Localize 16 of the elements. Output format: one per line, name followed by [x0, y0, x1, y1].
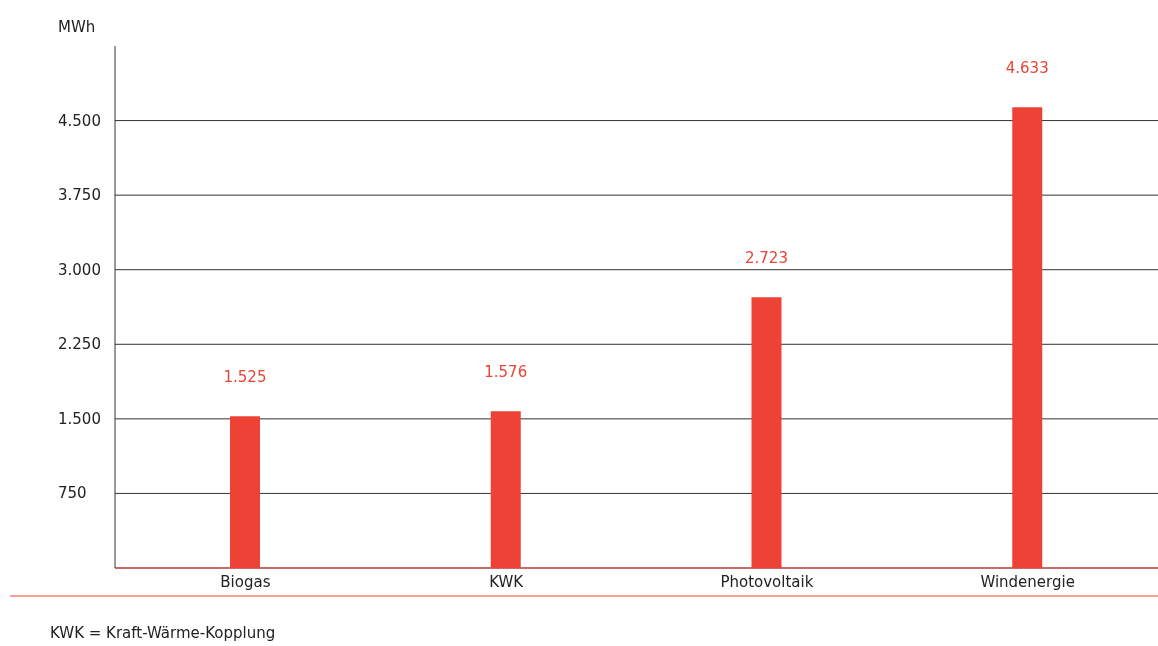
text: KWK = Kraft-Wärme-Kopplung [50, 624, 276, 642]
x-tick-label: Photovoltaik [720, 572, 814, 591]
data-label: 1.525 [223, 368, 267, 387]
y-tick-label: 3.000 [58, 260, 101, 279]
x-tick-label: Biogas [220, 572, 271, 591]
x-tick-label: KWK [489, 572, 525, 591]
y-tick-label: 4.500 [58, 111, 101, 130]
y-axis-title: MWh [58, 18, 96, 36]
y-tick-label: 1.500 [58, 409, 101, 428]
data-label: 2.723 [745, 249, 788, 268]
data-label: 1.576 [484, 363, 528, 382]
y-tick-label: 2.250 [58, 335, 101, 354]
y-tick-label: 750 [58, 484, 87, 503]
x-tick-label: Windenergie [980, 572, 1075, 591]
data-label: 4.633 [1005, 59, 1049, 78]
y-tick-label: 3.750 [58, 186, 101, 205]
